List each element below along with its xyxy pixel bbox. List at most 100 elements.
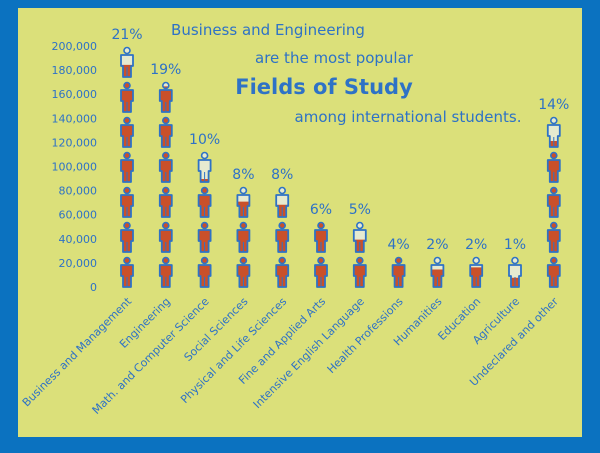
person-icon-fill xyxy=(237,222,250,252)
column-8: 2% xyxy=(426,237,449,288)
person-icon xyxy=(275,256,290,288)
y-tick-label: 80,000 xyxy=(59,185,98,198)
y-axis: 0 20,000 40,000 60,000 80,000 100,000 120,000 1… xyxy=(52,40,98,294)
data-label: 8% xyxy=(232,167,254,183)
person-icon-fill xyxy=(159,152,172,182)
data-label: 21% xyxy=(111,27,142,43)
person-icon-fill xyxy=(198,187,211,217)
data-label: 14% xyxy=(538,97,569,113)
person-icon xyxy=(236,256,251,288)
column-3: 8% xyxy=(232,167,255,288)
y-tick-label: 200,000 xyxy=(52,40,98,53)
person-icon xyxy=(546,151,561,183)
column-9: 2% xyxy=(465,237,487,288)
person-icon xyxy=(391,256,406,288)
person-icon xyxy=(546,116,561,148)
person-icon xyxy=(120,256,134,288)
person-icon-fill xyxy=(353,257,366,287)
person-icon-fill xyxy=(276,222,289,252)
person-icon xyxy=(158,256,173,288)
y-tick-label: 40,000 xyxy=(59,233,98,246)
person-icon xyxy=(546,221,561,253)
data-label: 10% xyxy=(189,132,220,148)
person-icon xyxy=(197,151,212,183)
person-icon-fill xyxy=(159,257,172,287)
column-11: 14% xyxy=(538,97,569,288)
person-icon xyxy=(120,221,134,253)
person-icon xyxy=(120,186,134,218)
person-icon xyxy=(197,256,212,288)
person-icon xyxy=(158,221,173,253)
person-icon-fill xyxy=(159,187,172,217)
person-icon xyxy=(158,151,173,183)
y-tick-label: 160,000 xyxy=(52,88,98,101)
y-tick-label: 0 xyxy=(90,281,97,294)
data-label: 4% xyxy=(387,237,409,253)
column-10: 1% xyxy=(504,237,526,288)
person-icon-fill xyxy=(121,82,133,112)
column-4: 8% xyxy=(271,167,293,288)
person-icon-fill xyxy=(276,257,289,287)
title-line-4: among international students. xyxy=(295,108,522,126)
person-icon xyxy=(120,81,134,113)
person-icon-fill xyxy=(121,117,133,147)
panel-background xyxy=(18,8,582,437)
person-icon-fill xyxy=(121,222,133,252)
person-icon-fill xyxy=(198,222,211,252)
person-icon xyxy=(236,186,251,218)
person-icon xyxy=(236,221,251,253)
person-icon-fill xyxy=(547,257,560,287)
person-icon xyxy=(158,186,173,218)
person-icon xyxy=(546,256,561,288)
person-icon-fill xyxy=(547,222,560,252)
column-7: 4% xyxy=(387,237,410,288)
person-icon xyxy=(120,151,134,183)
person-icon xyxy=(120,116,134,148)
person-icon-fill xyxy=(547,152,560,182)
column-1: 19% xyxy=(150,62,181,288)
data-label: 2% xyxy=(465,237,487,253)
data-label: 19% xyxy=(150,62,181,78)
person-icon-fill xyxy=(121,187,133,217)
person-icon-fill xyxy=(547,187,560,217)
person-icon xyxy=(352,221,367,253)
data-label: 2% xyxy=(426,237,448,253)
column-2: 10% xyxy=(189,132,220,288)
y-tick-label: 140,000 xyxy=(52,112,98,125)
y-tick-label: 120,000 xyxy=(52,136,98,149)
title-line-2: are the most popular xyxy=(255,49,414,67)
title-line-1: Business and Engineering xyxy=(171,21,365,39)
person-icon-fill xyxy=(159,222,172,252)
person-icon xyxy=(314,221,328,253)
person-icon xyxy=(469,256,484,288)
person-icon xyxy=(158,81,173,113)
person-icon-fill xyxy=(121,152,133,182)
y-tick-label: 60,000 xyxy=(59,209,98,222)
person-icon xyxy=(352,256,367,288)
person-icon xyxy=(314,256,328,288)
title-main: Fields of Study xyxy=(235,75,413,99)
column-0: 21% xyxy=(111,27,143,288)
data-label: 1% xyxy=(504,237,526,253)
data-label: 8% xyxy=(271,167,293,183)
y-tick-label: 20,000 xyxy=(59,257,98,270)
person-icon xyxy=(430,256,445,288)
person-icon-fill xyxy=(392,257,405,287)
person-icon-fill xyxy=(237,257,250,287)
column-6: 5% xyxy=(349,202,371,288)
person-icon-fill xyxy=(121,257,133,287)
data-label: 6% xyxy=(310,202,332,218)
person-icon xyxy=(158,116,173,148)
person-icon xyxy=(546,186,561,218)
person-icon-fill xyxy=(315,257,327,287)
columns: 21% 19% 10% 8% 8% 6% 5% 4% 2% 2% 1% 14% xyxy=(111,27,569,288)
column-5: 6% xyxy=(310,202,332,288)
data-label: 5% xyxy=(349,202,371,218)
person-icon xyxy=(275,221,290,253)
person-icon xyxy=(275,186,290,218)
person-icon-fill xyxy=(159,117,172,147)
person-icon-fill xyxy=(198,257,211,287)
person-icon-fill xyxy=(315,223,327,252)
person-icon xyxy=(197,221,212,253)
